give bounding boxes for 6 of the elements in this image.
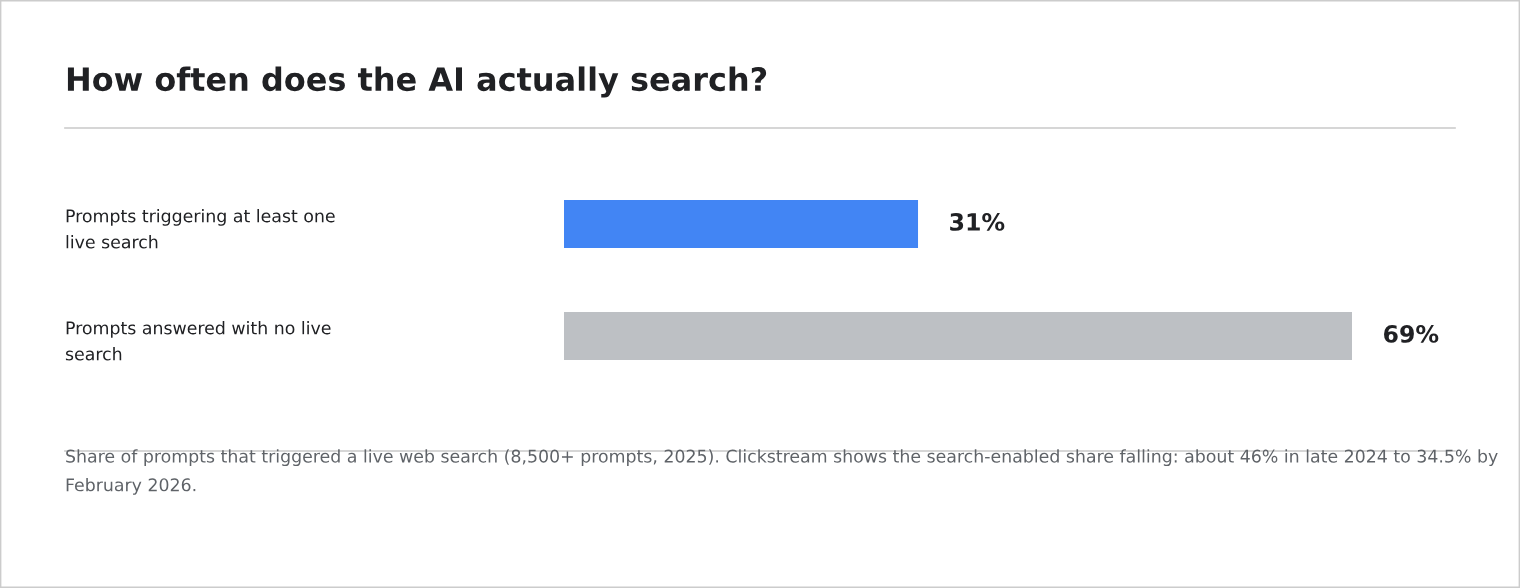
y-tick-label: Prompts answered with no live search [65, 321, 331, 361]
text: Share of prompts that triggered a live web search (8,500+ prompts, 2025). Clickstream shows the search-enabled share falling: about 46% in late 2024 to 34.5% by February 2026. [66, 449, 1498, 495]
chart-title: How often does the AI actually search? [67, 66, 767, 98]
y-tick-label: Prompts triggering at least one live search [66, 209, 335, 249]
data-label: 69% [1384, 324, 1439, 343]
data-label: 31% [950, 212, 1005, 231]
